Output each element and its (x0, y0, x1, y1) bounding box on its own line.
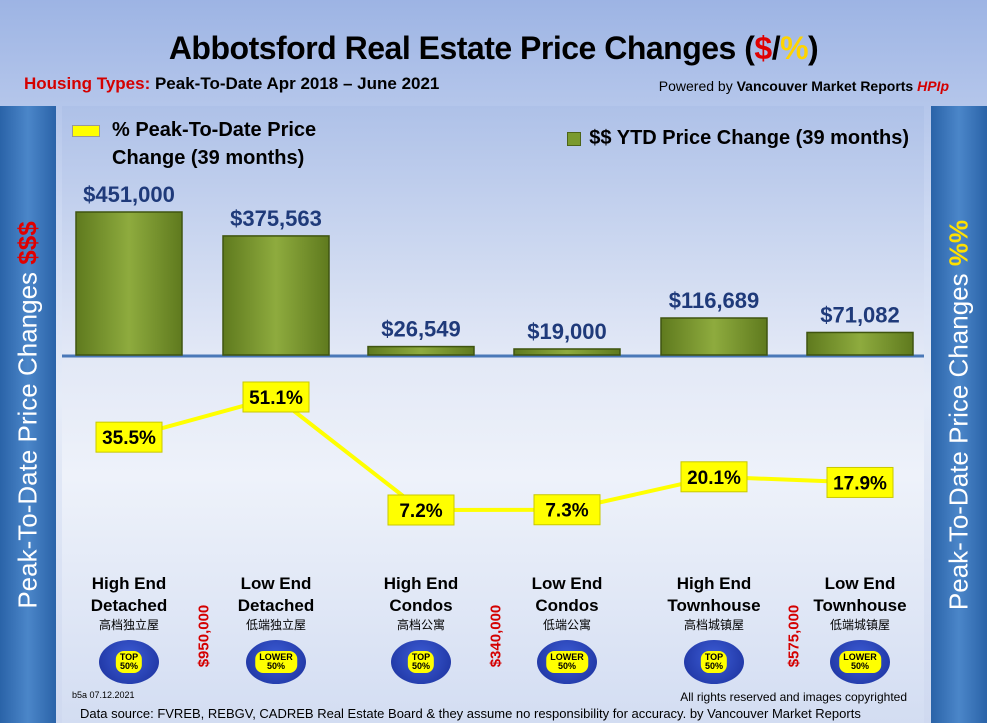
legend-ytd-text: $$ YTD Price Change (39 months) (589, 127, 909, 149)
lower-50-badge: LOWER 50% (537, 640, 597, 684)
bar (660, 317, 768, 356)
top-50-badge: TOP 50% (391, 640, 451, 684)
pct-label: 7.3% (545, 501, 588, 522)
cat-line1: High End (676, 574, 752, 593)
threshold-label: $950,000 (195, 604, 213, 668)
cat-line1: High End (91, 574, 167, 593)
cat-chinese: 高档公寓 (396, 618, 445, 632)
cat-line2: Detached (90, 596, 168, 615)
bar-value-label: $451,000 (83, 182, 175, 207)
pct-label: 51.1% (249, 388, 303, 409)
bar (367, 345, 475, 356)
legend-line-swatch (72, 124, 100, 137)
lower-50-badge: LOWER 50% (246, 640, 306, 684)
title-dollar: $ (754, 30, 772, 66)
pct-label-box (533, 494, 601, 526)
badge-text: LOWER 50% (839, 651, 881, 673)
title-pct: % (780, 30, 809, 66)
cat-line2: Condos (535, 596, 599, 615)
bar-value-label: $375,563 (230, 206, 322, 231)
lower-50-badge: LOWER 50% (830, 640, 890, 684)
badge-text: LOWER 50% (255, 651, 297, 673)
threshold-label: $340,000 (487, 604, 505, 668)
category-label: Low End Condos 低端公寓 (497, 573, 637, 633)
right-sidebar: Peak-To-Date Price Changes %% (931, 106, 987, 723)
title-suffix: ) (808, 30, 819, 66)
category-label: Low End Detached 低端独立屋 (206, 573, 346, 633)
cat-chinese: 低端城镇屋 (829, 618, 890, 632)
legend-ytd: $$ YTD Price Change (39 months) (567, 127, 909, 150)
cat-line1: Low End (531, 574, 603, 593)
powered-prefix: Powered by (658, 78, 737, 94)
powered-tag: HPIp (917, 78, 949, 94)
threshold-label: $575,000 (785, 604, 803, 668)
cat-chinese: 高档独立屋 (98, 618, 159, 632)
legend-pct-text: % Peak-To-Date Price (112, 119, 317, 141)
pct-label-box (387, 494, 455, 526)
top-50-badge: TOP 50% (99, 640, 159, 684)
category-label: High End Condos 高档公寓 (351, 573, 491, 633)
cat-chinese: 高档城镇屋 (683, 618, 744, 632)
pct-label-box (826, 466, 894, 498)
category-label: High End Detached 高档独立屋 (59, 573, 199, 633)
category-label: Low End Townhouse 低端城镇屋 (790, 573, 930, 633)
badge-text: LOWER 50% (546, 651, 588, 673)
cat-chinese: 低端公寓 (542, 618, 591, 632)
legend-pct: % Peak-To-Date Price Change (39 months) (72, 116, 316, 172)
chart-title: Abbotsford Real Estate Price Changes ($/… (0, 30, 987, 67)
pct-label: 17.9% (833, 473, 887, 494)
bar (222, 235, 330, 356)
subtitle-label: Housing Types: (24, 74, 151, 93)
pct-label-box (242, 381, 310, 413)
badge-text: TOP 50% (115, 651, 143, 673)
pct-line (128, 394, 861, 513)
pct-label: 35.5% (102, 428, 156, 449)
left-sidebar: Peak-To-Date Price Changes $$$ (0, 106, 56, 723)
powered-by: Powered by Vancouver Market Reports HPIp (659, 78, 949, 94)
legend-pct-text2: Change (39 months) (112, 147, 305, 169)
footer-rights: All rights reserved and images copyright… (680, 690, 907, 704)
pct-label: 7.2% (399, 501, 442, 522)
bar (75, 211, 183, 356)
cat-line2: Detached (237, 596, 315, 615)
bar (513, 348, 621, 356)
cat-chinese: 低端独立屋 (245, 618, 306, 632)
title-text: Abbotsford Real Estate Price Changes ( (168, 30, 755, 66)
legend-bar-swatch (567, 131, 582, 146)
cat-line1: High End (383, 574, 459, 593)
subtitle: Housing Types: Peak-To-Date Apr 2018 – J… (24, 74, 439, 94)
powered-brand: Vancouver Market Reports (736, 78, 914, 94)
bar-value-label: $26,549 (381, 317, 461, 342)
cat-line1: Low End (824, 574, 896, 593)
bar (806, 331, 914, 356)
top-50-badge: TOP 50% (684, 640, 744, 684)
pct-label-box (680, 461, 748, 493)
cat-line2: Condos (389, 596, 453, 615)
footer-code: b5a 07.12.2021 (72, 690, 135, 700)
pct-label-box (95, 421, 163, 453)
bar-value-label: $116,689 (669, 288, 760, 313)
cat-line2: Townhouse (667, 596, 761, 615)
bar-value-label: $71,082 (820, 302, 900, 327)
bar-value-label: $19,000 (527, 319, 607, 344)
footer-source: Data source: FVREB, REBGV, CADREB Real E… (80, 706, 861, 721)
cat-line1: Low End (240, 574, 312, 593)
subtitle-text: Peak-To-Date Apr 2018 – June 2021 (150, 74, 440, 93)
pct-label: 20.1% (687, 468, 741, 489)
badge-text: TOP 50% (700, 651, 728, 673)
badge-text: TOP 50% (407, 651, 435, 673)
category-label: High End Townhouse 高档城镇屋 (644, 573, 784, 633)
cat-line2: Townhouse (813, 596, 907, 615)
title-slash: / (771, 30, 781, 66)
